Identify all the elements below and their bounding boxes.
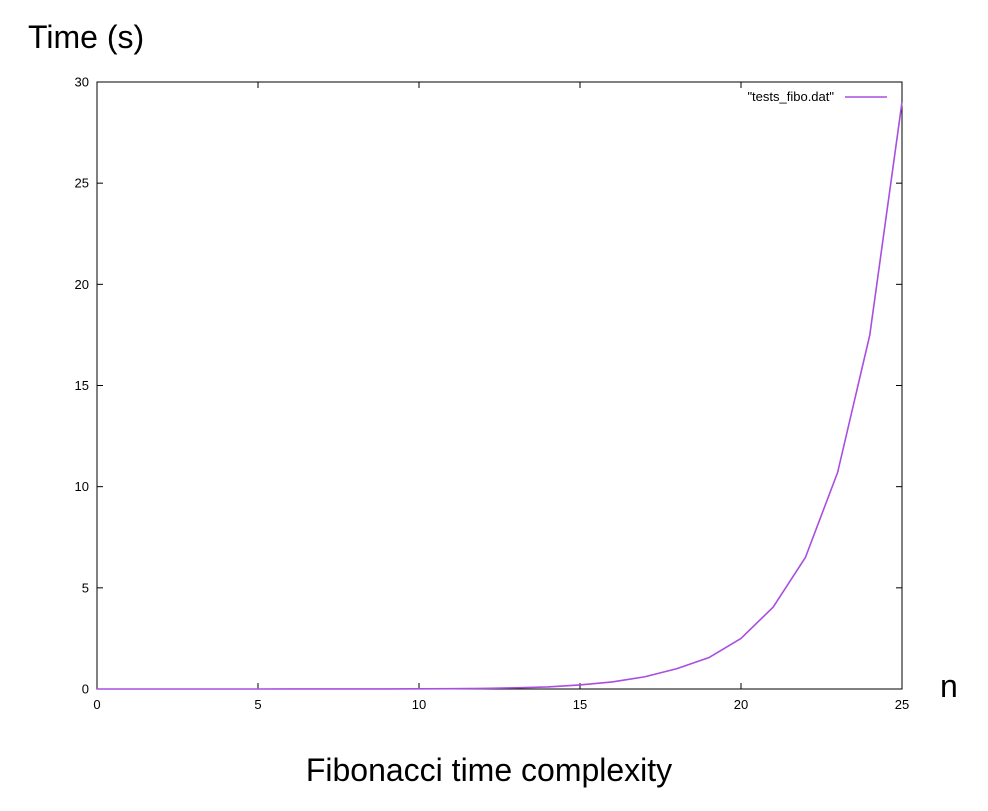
x-tick-label: 20 [734, 697, 748, 712]
y-axis: 0 5 10 15 20 25 30 [75, 75, 902, 697]
x-tick-label: 10 [412, 697, 426, 712]
chart-caption: Fibonacci time complexity [306, 752, 672, 788]
series-line [97, 102, 903, 690]
y-axis-label: Time (s) [28, 19, 144, 55]
y-tick-label: 20 [75, 277, 89, 292]
y-tick-label: 0 [82, 682, 89, 697]
x-tick-label: 5 [254, 697, 261, 712]
y-tick-label: 15 [75, 378, 89, 393]
y-tick-label: 30 [75, 75, 89, 90]
x-tick-label: 15 [573, 697, 587, 712]
y-tick-label: 25 [75, 176, 89, 191]
series-group [97, 102, 903, 690]
legend: "tests_fibo.dat" [747, 89, 887, 104]
x-tick-label: 25 [895, 697, 909, 712]
x-axis: 0 5 10 15 20 25 [93, 82, 909, 712]
y-tick-label: 5 [82, 580, 89, 595]
legend-label: "tests_fibo.dat" [747, 89, 834, 104]
plot-frame [96, 81, 903, 690]
y-tick-label: 10 [75, 479, 89, 494]
x-axis-label: n [940, 668, 958, 704]
x-tick-label: 0 [93, 697, 100, 712]
